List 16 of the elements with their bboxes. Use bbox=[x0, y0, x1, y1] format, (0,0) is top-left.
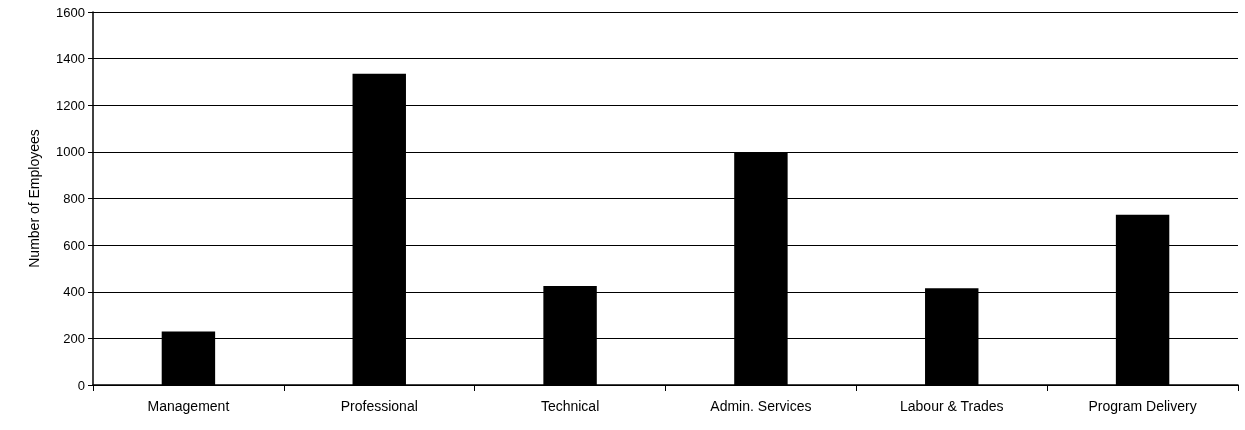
y-tick-label: 1000 bbox=[56, 144, 85, 160]
y-tick-label: 600 bbox=[63, 237, 85, 253]
y-tick-label: 800 bbox=[63, 191, 85, 206]
x-tick-label: Program Delivery bbox=[1088, 398, 1197, 414]
y-tick-label: 1200 bbox=[56, 97, 85, 113]
x-tick-label: Labour & Trades bbox=[899, 398, 1004, 414]
y-tick-label: 1600 bbox=[56, 4, 85, 20]
y-tick-label: 0 bbox=[77, 377, 85, 393]
x-tick-label: Professional bbox=[340, 398, 418, 414]
x-tick-label: Technical bbox=[540, 398, 600, 414]
x-tick-label: Management bbox=[147, 398, 230, 414]
x-tick-label: Admin. Services bbox=[710, 398, 812, 414]
y-tick-label: 200 bbox=[63, 330, 85, 346]
y-tick-label: 1400 bbox=[56, 51, 85, 67]
y-axis-title: Number of Employees bbox=[26, 129, 42, 268]
y-tick-label: 400 bbox=[63, 284, 85, 300]
